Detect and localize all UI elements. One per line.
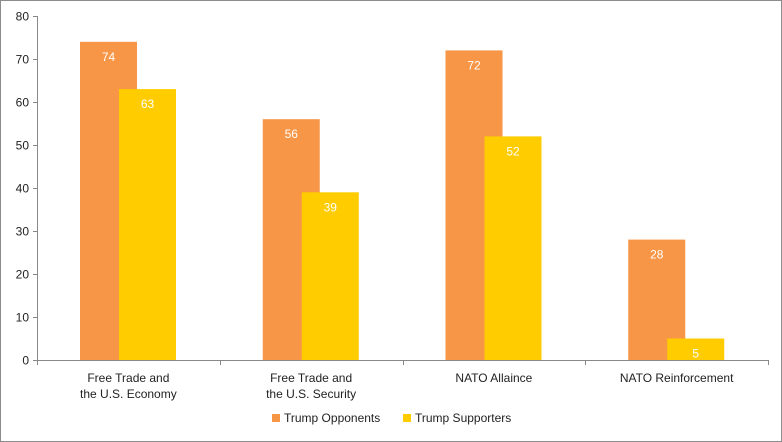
legend-label: Trump Supporters [415, 411, 511, 425]
x-tick-label: Free Trade and [270, 371, 352, 385]
legend-swatch [403, 414, 411, 422]
data-label: 28 [650, 248, 664, 262]
x-tick-label: the U.S. Economy [80, 387, 177, 401]
y-tick-label: 70 [16, 53, 30, 67]
x-tick-label: Free Trade and [87, 371, 169, 385]
bar [119, 89, 176, 360]
y-tick-label: 40 [16, 182, 30, 196]
x-tick-label: the U.S. Security [266, 387, 356, 401]
data-label: 56 [285, 127, 299, 141]
data-label: 74 [102, 50, 116, 64]
legend-swatch [272, 414, 280, 422]
y-tick-label: 60 [16, 96, 30, 110]
data-label: 63 [141, 97, 155, 111]
bar [667, 338, 725, 360]
legend-label: Trump Opponents [284, 411, 380, 425]
y-tick-label: 20 [16, 268, 30, 282]
data-label: 39 [324, 200, 338, 214]
x-tick-label: NATO Reinforcement [620, 371, 734, 385]
bar [301, 192, 359, 360]
y-tick-label: 10 [16, 311, 30, 325]
x-tick-label: NATO Allaince [455, 371, 532, 385]
y-tick-label: 30 [16, 225, 30, 239]
category-labels: Free Trade and the U.S. Economy Free Trade… [80, 371, 734, 401]
bar [484, 136, 542, 360]
data-label: 72 [467, 58, 481, 72]
data-label: 52 [506, 144, 520, 158]
y-tick-label: 80 [16, 10, 30, 24]
legend: Trump Opponents Trump Supporters [272, 411, 511, 425]
axes: 0 10 20 30 40 50 60 70 80 [16, 10, 769, 368]
bars [80, 41, 725, 361]
y-tick-label: 50 [16, 139, 30, 153]
y-tick-label: 0 [22, 354, 29, 368]
data-label: 5 [692, 347, 699, 361]
data-labels: 74 63 56 39 72 52 28 5 [102, 50, 700, 361]
